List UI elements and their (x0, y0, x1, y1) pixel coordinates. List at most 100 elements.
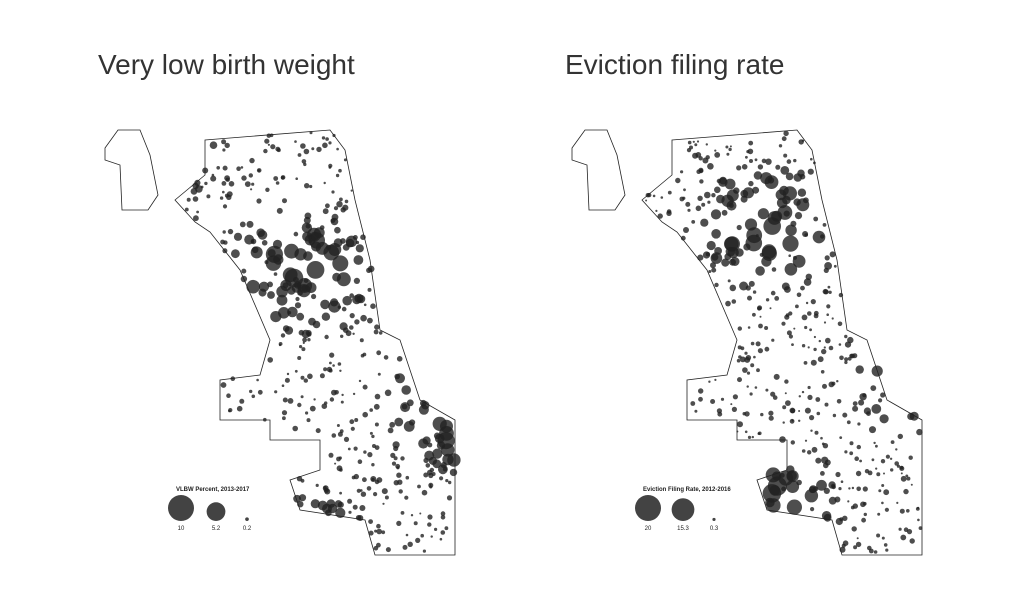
map-dot (370, 303, 376, 310)
map-dot (202, 167, 209, 174)
map-dot (362, 352, 367, 357)
map-dot (768, 410, 774, 416)
map-dot (297, 356, 302, 360)
map-dot (817, 356, 824, 363)
map-dot (880, 459, 886, 464)
map-dot (752, 312, 756, 317)
map-dot (347, 498, 353, 504)
map-dot (789, 407, 796, 414)
map-dot (349, 313, 355, 319)
map-dot (883, 472, 885, 475)
map-dot (374, 529, 378, 533)
map-dot (274, 390, 278, 394)
map-dot (881, 501, 884, 505)
map-dot (779, 436, 786, 443)
map-dot (390, 452, 396, 458)
map-dot (328, 452, 334, 458)
map-dot (258, 281, 270, 292)
map-dot (330, 298, 339, 307)
map-dot (763, 217, 781, 235)
map-dot (747, 435, 752, 439)
map-dot (230, 376, 236, 382)
map-dot (871, 404, 882, 414)
map-dot (885, 454, 890, 459)
map-dot (824, 402, 829, 407)
map-dot (353, 446, 358, 451)
map-dot (427, 522, 432, 527)
map-dot (222, 204, 228, 209)
map-dot (680, 235, 686, 241)
map-dot (331, 433, 337, 438)
map-dot (339, 197, 343, 202)
map-dot (219, 196, 224, 200)
map-dot (790, 220, 797, 227)
map-dot (810, 157, 813, 161)
map-dot (807, 168, 814, 175)
map-dot (381, 488, 388, 495)
map-dot (376, 350, 382, 356)
map-dot (417, 484, 421, 489)
map-dot (816, 479, 827, 491)
map-dot (827, 285, 831, 289)
map-dot (784, 263, 798, 276)
map-dot (738, 355, 742, 359)
map-dot (429, 485, 433, 489)
map-dot (261, 240, 268, 246)
map-dot (863, 501, 867, 506)
map-dot (823, 462, 829, 469)
map-dot (442, 453, 454, 466)
map-dot (748, 280, 755, 287)
map-dot (692, 152, 699, 159)
map-dot (360, 491, 367, 497)
map-dot (324, 334, 329, 340)
map-dot (276, 294, 288, 306)
map-dot (807, 385, 811, 390)
map-dot (745, 155, 748, 159)
map-dot (186, 197, 191, 202)
legend-circle (635, 495, 661, 521)
map-dot (764, 175, 779, 190)
map-dot (300, 143, 306, 149)
map-dot (449, 468, 458, 477)
map-dot (246, 220, 254, 228)
map-dot (694, 409, 698, 413)
map-dot (371, 434, 375, 439)
map-dot (754, 386, 758, 389)
map-dot (818, 339, 821, 343)
map-dot (295, 296, 300, 302)
map-dot (240, 166, 244, 169)
map-dot (284, 377, 290, 383)
map-dot (281, 410, 288, 416)
map-dot (192, 196, 199, 202)
map-dot (714, 149, 717, 152)
map-dot (782, 186, 797, 201)
ohare-outline (104, 129, 159, 211)
map-dot (422, 549, 426, 553)
map-dot (216, 166, 220, 170)
map-dot (687, 208, 691, 212)
map-dot (781, 136, 787, 142)
map-dot (233, 232, 243, 241)
map-dot (357, 459, 363, 465)
map-dot (281, 384, 285, 388)
map-dot (429, 483, 432, 486)
map-dot (721, 209, 728, 216)
map-dot (421, 489, 428, 496)
map-dot (328, 141, 332, 145)
map-dot (691, 220, 696, 224)
map-dot (342, 295, 353, 306)
map-dot (329, 397, 335, 402)
map-dot (746, 371, 751, 375)
map-dot (312, 320, 321, 329)
map-dot (370, 476, 377, 482)
map-dot (844, 450, 848, 454)
map-dot (373, 492, 378, 497)
map-dot (251, 182, 255, 186)
legend-title: Eviction Filing Rate, 2012-2016 (643, 487, 731, 493)
map-dot (741, 164, 748, 170)
map-dot (221, 181, 227, 186)
map-dot (352, 332, 355, 335)
map-dot (244, 181, 251, 188)
map-dot (302, 337, 307, 343)
map-dot (311, 147, 315, 151)
